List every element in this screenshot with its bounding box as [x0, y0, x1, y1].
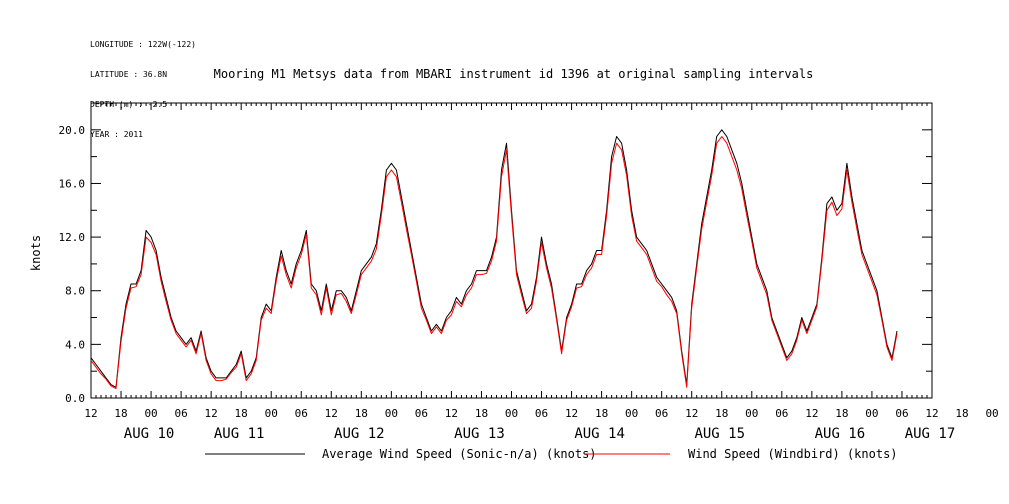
- legend-label: Wind Speed (Windbird) (knots): [688, 447, 898, 461]
- x-tick-label: 18: [595, 407, 608, 420]
- y-tick-label: 8.0: [65, 285, 85, 298]
- series-average-wind-speed: [90, 129, 898, 388]
- chart-title: Mooring M1 Metsys data from MBARI instru…: [213, 67, 814, 81]
- x-tick-label: 06: [295, 407, 308, 420]
- y-tick-label: 0.0: [65, 392, 85, 405]
- legend: Average Wind Speed (Sonic-n/a) (knots) Wi…: [205, 447, 898, 461]
- x-tick-label: 06: [535, 407, 548, 420]
- x-tick-label: 06: [415, 407, 428, 420]
- longitude-label: LONGITUDE : 122W(-122): [90, 40, 196, 49]
- x-tick-label: 00: [625, 407, 638, 420]
- x-tick-label: 06: [895, 407, 908, 420]
- x-tick-label: 18: [835, 407, 848, 420]
- x-tick-label: 18: [715, 407, 728, 420]
- x-tick-label: 00: [265, 407, 278, 420]
- x-tick-label: 18: [475, 407, 488, 420]
- date-label: AUG 12: [334, 426, 385, 442]
- x-tick-label: 00: [144, 407, 157, 420]
- x-tick-label: 06: [174, 407, 187, 420]
- x-tick-label: 18: [235, 407, 248, 420]
- legend-label: Average Wind Speed (Sonic-n/a) (knots): [322, 447, 597, 461]
- x-tick-label: 06: [655, 407, 668, 420]
- series-windbird-wind-speed: [90, 136, 898, 390]
- x-tick-label: 12: [565, 407, 578, 420]
- date-label: AUG 17: [905, 426, 956, 442]
- date-label: AUG 13: [454, 426, 505, 442]
- x-tick-label: 12: [925, 407, 938, 420]
- date-label: AUG 16: [815, 426, 866, 442]
- year-label: YEAR : 2011: [90, 130, 143, 139]
- x-tick-label: 00: [985, 407, 998, 420]
- date-label: AUG 11: [214, 426, 265, 442]
- y-tick-label: 4.0: [65, 338, 85, 351]
- x-tick-label: 12: [445, 407, 458, 420]
- x-tick-label: 00: [385, 407, 398, 420]
- date-label: AUG 10: [124, 426, 175, 442]
- date-label: AUG 14: [574, 426, 625, 442]
- series-lines: [90, 129, 898, 390]
- x-tick-label: 12: [685, 407, 698, 420]
- y-axis: 0.0 4.0 8.0 12.0 16.0 20.0: [59, 102, 932, 405]
- x-tick-label: 12: [84, 407, 97, 420]
- x-tick-label: 12: [205, 407, 218, 420]
- y-tick-label: 12.0: [59, 231, 86, 244]
- x-tick-label: 00: [745, 407, 758, 420]
- x-tick-label: 18: [955, 407, 968, 420]
- x-tick-label: 00: [865, 407, 878, 420]
- x-tick-label: 06: [775, 407, 788, 420]
- y-tick-label: 20.0: [59, 124, 86, 137]
- x-axis: 12 18 00 06 12 18 00 06 12 18 00 06 12 18 00 06 12 18 00 06…: [84, 103, 999, 442]
- x-tick-label: 12: [325, 407, 338, 420]
- date-label: AUG 15: [694, 426, 745, 442]
- plot-border: [90, 102, 933, 399]
- x-tick-label: 18: [355, 407, 368, 420]
- x-tick-label: 12: [805, 407, 818, 420]
- x-tick-label: 18: [114, 407, 127, 420]
- plot-frame: [90, 102, 933, 399]
- x-tick-label: 00: [505, 407, 518, 420]
- y-tick-label: 16.0: [59, 177, 86, 190]
- latitude-label: LATITUDE : 36.8N: [90, 70, 168, 79]
- y-axis-label: knots: [29, 235, 43, 271]
